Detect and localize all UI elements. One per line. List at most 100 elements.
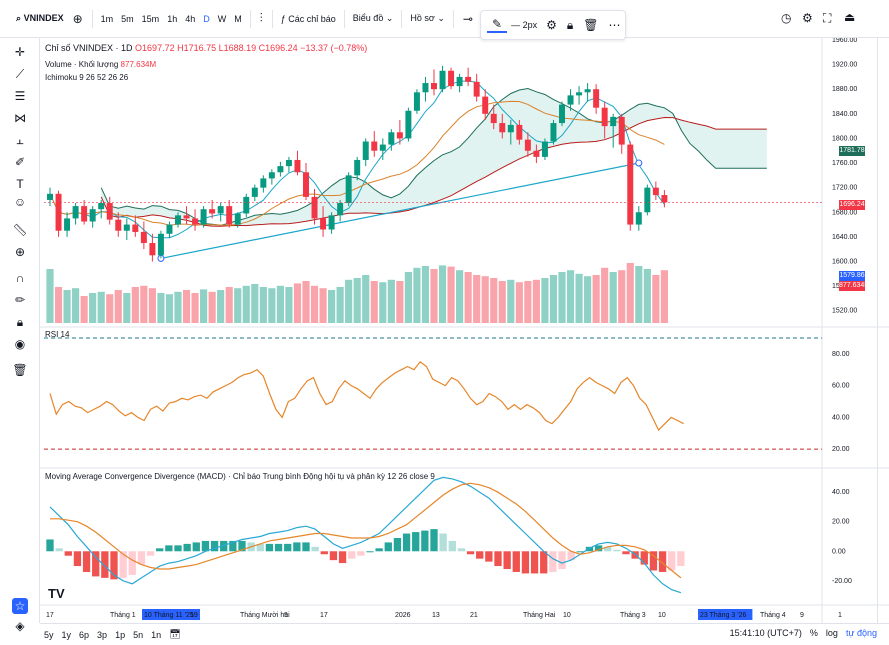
draw-mode-icon[interactable]: ✏︎ bbox=[14, 293, 26, 307]
macd-histogram-bar bbox=[128, 551, 136, 575]
watchlist-star-icon[interactable]: ☆ bbox=[12, 598, 28, 614]
rsi-axis-tick: 60.00 bbox=[832, 383, 850, 390]
line-color-icon[interactable]: ✎ bbox=[487, 17, 508, 33]
range-1m[interactable]: 1p bbox=[115, 629, 126, 640]
lock-icon[interactable]: 🔒︎ bbox=[566, 17, 574, 32]
candle-body bbox=[149, 243, 156, 256]
candle-body bbox=[115, 219, 122, 231]
volume-bar bbox=[106, 294, 114, 323]
volume-bar bbox=[643, 269, 651, 323]
macd-histogram-bar bbox=[494, 551, 502, 567]
candle-body bbox=[362, 141, 369, 160]
volume-bar bbox=[165, 294, 174, 323]
ruler-icon[interactable]: 📏︎ bbox=[12, 223, 28, 237]
macd-histogram-bar bbox=[393, 537, 402, 552]
visibility-icon[interactable]: ◉ bbox=[14, 337, 26, 351]
range-3m[interactable]: 3p bbox=[97, 629, 108, 640]
volume-bar bbox=[609, 272, 617, 323]
macd-histogram-bar bbox=[229, 540, 237, 552]
chart-canvas[interactable]: 1960.001920.001880.001840.001800.001760.… bbox=[40, 38, 889, 623]
interval-5m[interactable]: 5m bbox=[121, 13, 134, 24]
interval-d[interactable]: D bbox=[203, 13, 210, 24]
macd-histogram-bar bbox=[530, 551, 539, 574]
macd-histogram-bar bbox=[210, 540, 219, 552]
interval-m[interactable]: M bbox=[234, 13, 242, 24]
interval-1m[interactable]: 1m bbox=[100, 13, 114, 24]
lock-drawings-icon[interactable]: 🔒︎ bbox=[16, 315, 24, 329]
volume-bar bbox=[123, 293, 131, 323]
replay-icon[interactable]: ◷ bbox=[781, 11, 792, 25]
volume-bar bbox=[200, 289, 208, 323]
gear-icon[interactable]: ⚙ bbox=[802, 11, 813, 25]
volume-bar bbox=[660, 270, 668, 323]
add-symbol-icon[interactable]: ⊕ bbox=[72, 11, 83, 26]
candle-body bbox=[559, 104, 565, 124]
trash-icon[interactable]: 🗑︎ bbox=[12, 363, 28, 377]
trash-icon[interactable]: 🗑︎ bbox=[583, 18, 599, 32]
emoji-icon[interactable]: ☺ bbox=[13, 195, 27, 209]
fib-icon[interactable]: ☰ bbox=[14, 89, 26, 103]
volume-bar bbox=[131, 287, 139, 323]
percent-toggle[interactable]: % bbox=[809, 628, 818, 638]
line-width-button[interactable]: — 2px bbox=[511, 20, 538, 30]
interval-15m[interactable]: 15m bbox=[141, 13, 160, 24]
range-5y[interactable]: 5y bbox=[44, 629, 54, 640]
auto-toggle[interactable]: tự động bbox=[845, 628, 877, 638]
volume-bar bbox=[148, 288, 156, 323]
candle-body bbox=[431, 83, 437, 90]
volume-legend: Volume · Khối lượng 877.634M bbox=[45, 60, 157, 69]
range-5d[interactable]: 5n bbox=[133, 629, 144, 640]
ichimoku-cloud bbox=[101, 88, 767, 227]
range-6m[interactable]: 6p bbox=[79, 629, 90, 640]
candle-body bbox=[601, 107, 608, 127]
volume-bar bbox=[370, 281, 378, 323]
layers-icon[interactable]: ◈ bbox=[15, 619, 25, 633]
settings-icon[interactable]: ⚙ bbox=[546, 18, 557, 32]
measure-icon[interactable]: ⫠ bbox=[16, 133, 24, 147]
range-1y[interactable]: 1y bbox=[61, 629, 72, 640]
text-icon[interactable]: T bbox=[16, 177, 24, 191]
macd-histogram-bar bbox=[567, 551, 575, 561]
top-toolbar: ⌕ VNINDEX ⊕ 1m 5m 15m 1h 4h D W M ⫶ ƒ Cá… bbox=[0, 0, 889, 38]
chevron-down-icon: ⌄ bbox=[437, 13, 445, 23]
magnet-icon[interactable]: ∩ bbox=[15, 271, 25, 285]
interval-4h[interactable]: 4h bbox=[185, 13, 196, 24]
candle-body bbox=[64, 218, 71, 231]
macd-histogram-bar bbox=[622, 551, 630, 555]
volume-bar bbox=[396, 281, 404, 323]
volume-bar bbox=[464, 272, 472, 323]
macd-histogram-bar bbox=[302, 542, 310, 552]
volume-bar bbox=[89, 293, 97, 323]
candle-body bbox=[192, 218, 199, 225]
interval-w[interactable]: W bbox=[217, 13, 227, 24]
candle-body bbox=[516, 124, 523, 140]
log-toggle[interactable]: log bbox=[825, 628, 838, 638]
trendline-icon[interactable]: ⟋ bbox=[15, 67, 25, 81]
time-axis-label: 9 bbox=[284, 612, 288, 619]
volume-bar bbox=[618, 270, 626, 323]
macd-histogram-bar bbox=[82, 551, 91, 572]
share-icon[interactable]: ⏏ bbox=[844, 10, 856, 24]
candle-body bbox=[243, 196, 250, 214]
brush-icon[interactable]: ✐ bbox=[14, 155, 26, 169]
range-1d[interactable]: 1n bbox=[151, 629, 162, 640]
symbol-search[interactable]: ⌕ VNINDEX bbox=[16, 13, 64, 23]
fullscreen-icon[interactable]: ⛶ bbox=[823, 11, 832, 25]
candle-type-icon[interactable]: ⫶ bbox=[259, 11, 263, 25]
more-icon[interactable]: ⋯ bbox=[608, 18, 621, 32]
candle-body bbox=[652, 187, 659, 196]
candle-body bbox=[584, 89, 591, 93]
price-axis-tick: 1920.00 bbox=[832, 62, 857, 69]
pattern-icon[interactable]: ⋈ bbox=[14, 111, 26, 125]
date-range-icon[interactable]: 📅︎ bbox=[169, 629, 181, 639]
interval-1h[interactable]: 1h bbox=[167, 13, 178, 24]
macd-histogram-bar bbox=[430, 529, 438, 552]
candle-body bbox=[593, 89, 600, 108]
crosshair-icon[interactable]: ✛ bbox=[14, 45, 26, 59]
zoom-icon[interactable]: ⊕ bbox=[14, 245, 26, 259]
indicators-button[interactable]: ƒ Các chỉ báo bbox=[280, 13, 336, 24]
profile-button[interactable]: Hồ sơ ⌄ bbox=[410, 13, 445, 23]
chart-type-button[interactable]: Biểu đồ ⌄ bbox=[352, 13, 394, 23]
crosshair-line-icon[interactable]: ⊸ bbox=[462, 11, 473, 26]
right-rail bbox=[877, 38, 889, 623]
